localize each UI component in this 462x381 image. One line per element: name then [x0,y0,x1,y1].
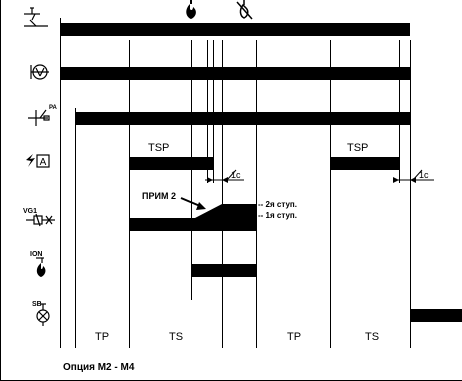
pressure-bar [75,112,410,125]
two-stage-gas-valve-icon: VG1 [23,208,55,227]
ignition-spark-icon: A [26,154,50,168]
timing-grid [75,40,411,348]
gas-valve-tag: VG1 [23,208,37,215]
phase-label-tp-1: TP [95,331,109,343]
ignition-bar-1 [129,157,213,170]
fan-valve-symbol-icon [30,64,49,80]
thermostat-bar [60,23,410,36]
note-label: ПРИМ 2 [142,191,176,201]
ignition-tag: A [40,157,47,168]
fan-bar [60,67,410,80]
tsp-label-2: TSP [347,142,368,154]
delay-label-1: 1c [231,170,241,180]
flame-ionization-icon: ION [30,251,46,277]
thermostat-symbol-icon [24,7,48,27]
lockout-bar [410,309,462,322]
stage1-label: -- 1я ступ. [258,211,297,220]
phase-label-ts-1: TS [169,331,183,343]
tsp-label-1: TSP [148,142,169,154]
flame-off-icon [236,0,253,20]
lockout-tag: SB [32,301,42,308]
option-footer: Опция M2 - M4 [63,362,135,373]
delay-marker-2 [393,169,434,183]
ionization-tag: ION [30,251,42,258]
ignition-bar-2 [330,157,400,170]
note-arrow [180,197,206,210]
stage2-label: -- 2я ступ. [258,200,297,209]
flame-on-icon [186,0,196,19]
pressure-switch-icon: PA [28,105,58,126]
delay-marker-1 [205,169,244,183]
lockout-lamp-icon: SB [32,301,50,326]
gas-valve-bar [129,204,256,231]
ionization-bar [191,264,256,277]
pressure-tag: PA [49,105,58,111]
phase-label-ts-2: TS [365,331,379,343]
delay-label-2: 1c [419,170,429,180]
phase-label-tp-2: TP [287,331,301,343]
signal-bars [60,23,462,322]
